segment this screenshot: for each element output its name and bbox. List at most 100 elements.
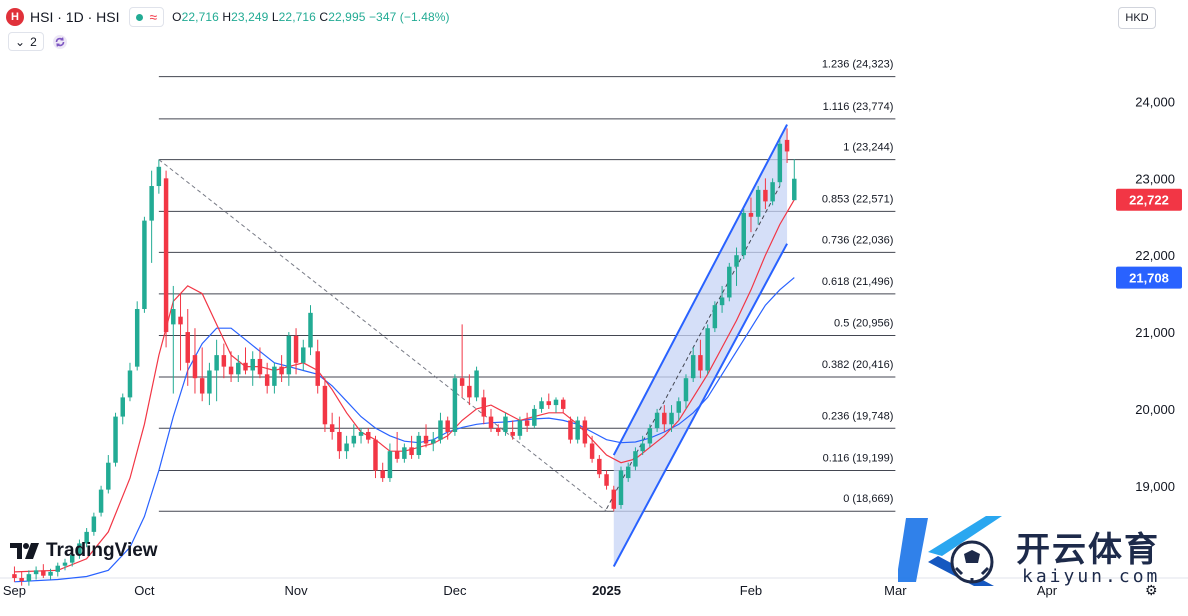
- fib-level-label: 0.853 (22,571): [822, 193, 894, 205]
- refresh-icon[interactable]: [52, 34, 68, 50]
- candle-body: [91, 516, 97, 532]
- low-value: 22,716: [278, 10, 316, 24]
- candle-body: [416, 435, 422, 456]
- candle-body: [503, 416, 508, 432]
- x-tick-label: Apr: [1037, 583, 1058, 598]
- hsi-logo-icon: H: [6, 8, 24, 26]
- candle-body: [553, 399, 559, 406]
- candle-body: [560, 399, 566, 409]
- x-tick-label: Mar: [884, 583, 907, 598]
- candle-body: [431, 439, 436, 444]
- indicator-row: ⌄ 2: [8, 32, 68, 51]
- candle-body: [308, 312, 313, 348]
- fib-level-label: 0.5 (20,956): [834, 317, 893, 329]
- low-label: L: [271, 10, 279, 24]
- candle-body: [127, 370, 133, 398]
- indicators-count: 2: [30, 34, 37, 49]
- candle-body: [734, 255, 739, 267]
- tradingview-mark-icon: [10, 543, 39, 559]
- candle-body: [755, 189, 761, 217]
- x-tick-label: Feb: [740, 583, 762, 598]
- candle-body: [539, 401, 544, 409]
- fib-level-label: 0.736 (22,036): [822, 234, 894, 246]
- candle-body: [568, 420, 573, 440]
- candle-body: [178, 316, 183, 325]
- indicators-toggle-button[interactable]: ⌄ 2: [8, 32, 44, 51]
- data-wave-icon: ≈: [149, 9, 158, 25]
- candle-body: [467, 385, 472, 398]
- candle-body: [633, 451, 638, 467]
- watermark-domain-text: kaiyun.com: [1022, 566, 1161, 587]
- x-tick-label: Oct: [134, 583, 155, 598]
- candle-body: [597, 458, 602, 475]
- candle-body: [366, 431, 371, 440]
- candle-body: [524, 420, 530, 426]
- candle-body: [532, 408, 537, 426]
- candle-body: [156, 166, 162, 187]
- chevron-down-icon: ⌄: [15, 34, 26, 49]
- candle-body: [171, 309, 176, 325]
- fib-level-label: 1.116 (23,774): [823, 101, 894, 113]
- candle-body: [272, 366, 277, 386]
- candle-body: [62, 562, 68, 566]
- x-tick-label: Dec: [443, 583, 467, 598]
- change-value: −347 (−1.48%): [368, 10, 450, 24]
- fib-level-label: 0.382 (20,416): [822, 359, 894, 371]
- price-label-box: [1116, 188, 1182, 211]
- candle-body: [517, 420, 523, 436]
- candle-body: [373, 439, 378, 471]
- ohlc-readout: O22,716 H23,249 L22,716 C22,995 −347 (−1…: [172, 10, 449, 24]
- candle-body: [358, 431, 364, 436]
- market-status-pill[interactable]: ≈: [129, 7, 165, 27]
- candle-body: [192, 355, 198, 379]
- candle-body: [662, 412, 667, 425]
- candle-body: [199, 378, 205, 394]
- candle-body: [214, 355, 219, 371]
- candle-body: [705, 328, 710, 371]
- candle-body: [510, 431, 515, 436]
- candle-body: [784, 139, 790, 152]
- candle-body: [409, 447, 414, 456]
- candle-body: [337, 431, 342, 452]
- candle-body: [243, 362, 248, 371]
- x-tick-label: 2025: [592, 583, 621, 598]
- tradingview-wordmark: TradingView: [46, 540, 158, 561]
- x-tick-label: Sep: [3, 583, 26, 598]
- channel-upper-line: [612, 124, 788, 456]
- tradingview-logo: TradingView: [10, 540, 158, 562]
- candle-body: [113, 416, 118, 463]
- candle-body: [763, 189, 768, 202]
- currency-button[interactable]: HKD: [1118, 7, 1156, 29]
- candle-body: [26, 574, 32, 582]
- candle-body: [322, 385, 328, 425]
- candle-body: [488, 416, 494, 429]
- y-tick-label: 21,000: [1135, 325, 1175, 340]
- candle-body: [719, 297, 725, 306]
- candle-body: [625, 466, 631, 479]
- candle-body: [84, 531, 89, 544]
- candle-body: [438, 420, 443, 440]
- symbol-title[interactable]: HSI · 1D · HSI: [30, 9, 120, 25]
- candle-body: [12, 574, 17, 578]
- candle-body: [41, 570, 46, 576]
- candle-body: [329, 424, 335, 432]
- candle-body: [777, 143, 783, 183]
- candle-body: [647, 428, 653, 444]
- candle-body: [459, 378, 465, 386]
- settings-gear-icon[interactable]: ⚙: [1145, 582, 1158, 598]
- candle-body: [690, 355, 696, 379]
- candle-body: [293, 335, 299, 363]
- y-tick-label: 24,000: [1135, 94, 1175, 109]
- fib-level-label: 1 (23,244): [843, 142, 893, 154]
- fib-level-label: 0.116 (19,199): [823, 452, 894, 464]
- candle-body: [301, 347, 306, 363]
- candle-body: [445, 420, 450, 432]
- candle-body: [315, 351, 320, 386]
- candle-body: [669, 412, 674, 425]
- candle-body: [77, 543, 82, 555]
- close-value: 22,995: [328, 10, 366, 24]
- candle-body: [48, 571, 53, 576]
- candle-body: [546, 401, 552, 406]
- candle-body: [120, 397, 125, 417]
